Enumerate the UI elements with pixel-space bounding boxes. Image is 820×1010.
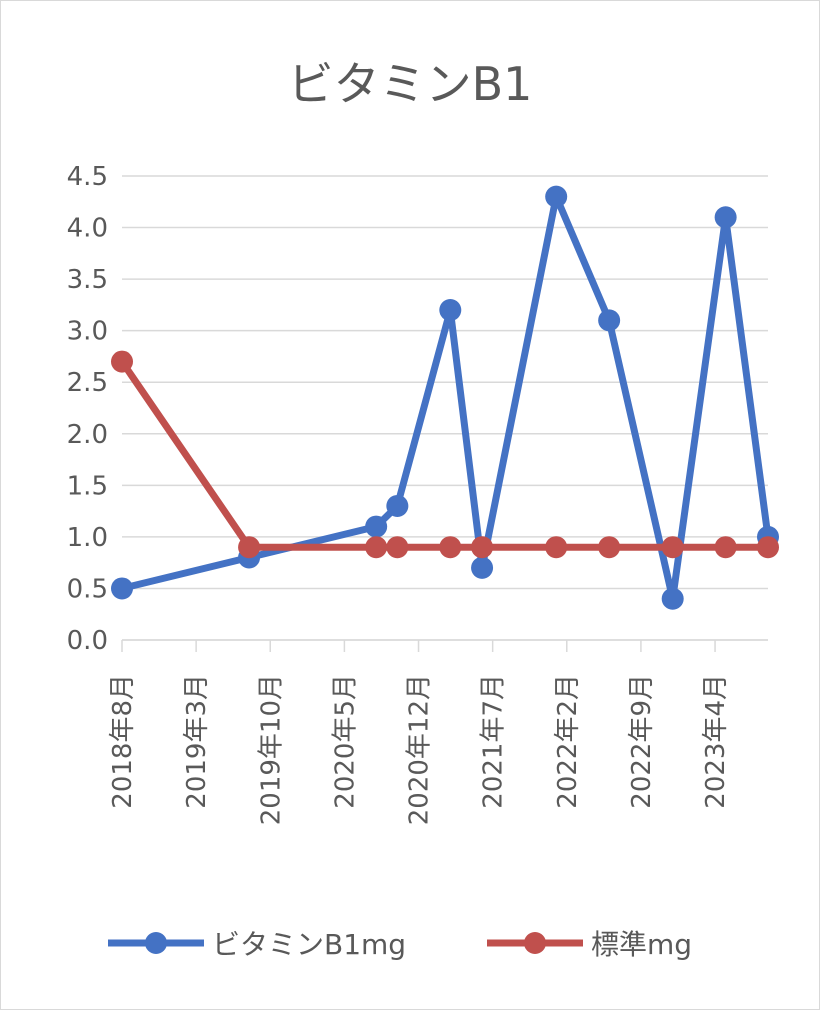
gridlines: [122, 175, 768, 641]
data-point: [661, 587, 684, 610]
y-tick-label: 4.5: [67, 162, 108, 192]
y-tick-label: 0.5: [67, 574, 108, 604]
y-tick-label: 1.5: [67, 471, 108, 501]
legend-marker: [145, 932, 167, 954]
x-tick-label: 2018年8月: [108, 674, 138, 809]
data-point: [386, 536, 409, 559]
legend-marker: [524, 932, 546, 954]
x-tick-label: 2020年5月: [330, 674, 360, 809]
data-point: [545, 185, 568, 208]
series: [111, 185, 779, 610]
data-point: [757, 536, 779, 559]
data-point: [471, 556, 494, 579]
x-tick-label: 2021年7月: [479, 674, 509, 809]
x-tick-label: 2019年3月: [182, 674, 212, 809]
series-line: [118, 358, 772, 551]
x-tick-label: 2022年9月: [627, 674, 657, 809]
legend-label: 標準mg: [591, 928, 692, 961]
data-point: [238, 536, 261, 559]
data-point: [439, 536, 462, 559]
data-point: [661, 536, 684, 559]
y-tick-label: 2.5: [67, 368, 108, 398]
x-tick-label: 2023年4月: [701, 674, 731, 809]
y-tick-label: 1.0: [67, 523, 108, 553]
data-point: [714, 536, 737, 559]
data-point: [598, 536, 621, 559]
x-tick-label: 2020年12月: [405, 674, 435, 825]
data-point: [365, 515, 388, 538]
y-tick-label: 4.0: [67, 214, 108, 244]
x-tick-label: 2022年2月: [553, 674, 583, 809]
data-point: [111, 577, 133, 600]
y-tick-label: 0.0: [67, 626, 108, 656]
axes: 0.0 0.5 1.0 1.5 2.0 2.5 3.0 3.5 4.0 4.5 2018年8月 201…: [67, 162, 768, 825]
data-point: [111, 350, 133, 373]
y-tick-label: 3.0: [67, 317, 108, 347]
y-tick-label: 3.5: [67, 265, 108, 295]
y-tick-label: 2.0: [67, 420, 108, 450]
data-point: [471, 536, 494, 559]
data-point: [598, 309, 621, 332]
data-point: [365, 536, 388, 559]
data-point: [545, 536, 568, 559]
data-point: [386, 494, 409, 517]
legend: ビタミンB1mg 標準mg: [108, 928, 692, 961]
data-point: [439, 299, 462, 322]
chart-title: ビタミンB1: [288, 57, 533, 111]
data-point: [714, 206, 737, 229]
legend-label: ビタミンB1mg: [212, 928, 406, 961]
x-tick-label: 2019年10月: [256, 674, 286, 825]
